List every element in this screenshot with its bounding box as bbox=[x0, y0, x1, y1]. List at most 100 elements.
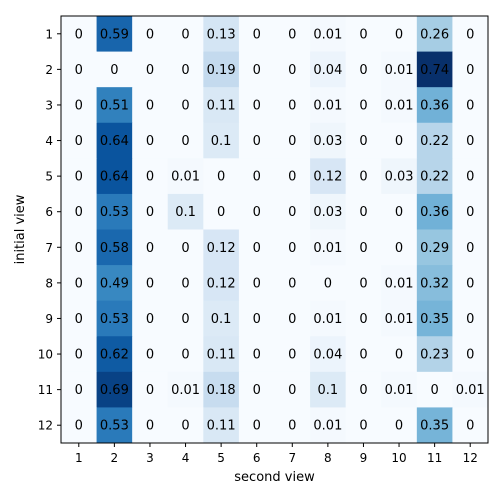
cell-value-label: 0 bbox=[146, 276, 154, 291]
cell-value-label: 0 bbox=[181, 312, 189, 327]
cell-value-label: 0.49 bbox=[100, 276, 129, 291]
cell-value-label: 0.11 bbox=[207, 98, 236, 113]
heatmap-cell bbox=[416, 16, 453, 53]
heatmap-cell bbox=[132, 87, 169, 124]
heatmap-cell bbox=[167, 193, 204, 230]
heatmap-cell bbox=[310, 122, 347, 159]
cell-value-label: 0 bbox=[466, 241, 474, 256]
cell-value-label: 0 bbox=[466, 348, 474, 363]
heatmap-cell bbox=[61, 158, 98, 195]
heatmap-cell bbox=[132, 336, 169, 373]
cell-value-label: 0.36 bbox=[420, 205, 449, 220]
cell-value-label: 0 bbox=[146, 205, 154, 220]
cell-value-label: 0 bbox=[146, 312, 154, 327]
heatmap-cell bbox=[132, 265, 169, 302]
heatmap-cell bbox=[238, 229, 275, 266]
cell-value-label: 0 bbox=[217, 170, 225, 185]
cell-value-label: 0 bbox=[466, 27, 474, 42]
heatmap-cell bbox=[274, 87, 311, 124]
cell-value-label: 0 bbox=[324, 276, 332, 291]
cell-value-label: 0.53 bbox=[100, 205, 129, 220]
heatmap-cell bbox=[203, 16, 240, 53]
cell-value-label: 0 bbox=[466, 276, 474, 291]
y-axis-label: initial view bbox=[13, 194, 28, 264]
cell-value-label: 0 bbox=[288, 134, 296, 149]
heatmap-cell bbox=[203, 158, 240, 195]
cell-value-label: 0 bbox=[75, 241, 83, 256]
heatmap-cell bbox=[132, 193, 169, 230]
heatmap-cell bbox=[203, 229, 240, 266]
cell-value-label: 0 bbox=[288, 170, 296, 185]
cell-value-label: 0 bbox=[253, 27, 261, 42]
heatmap-cell bbox=[203, 122, 240, 159]
heatmap-cell bbox=[203, 371, 240, 408]
cell-value-label: 0.64 bbox=[100, 134, 129, 149]
cell-value-label: 0.1 bbox=[211, 134, 232, 149]
heatmap-cell bbox=[167, 371, 204, 408]
heatmap-cell bbox=[345, 51, 382, 88]
cell-value-label: 0 bbox=[110, 63, 118, 78]
heatmap-cell bbox=[452, 122, 489, 159]
heatmap-cell bbox=[238, 300, 275, 337]
y-tick-label: 7 bbox=[45, 241, 53, 255]
heatmap-cell bbox=[274, 122, 311, 159]
cell-value-label: 0 bbox=[181, 348, 189, 363]
heatmap-cell bbox=[310, 51, 347, 88]
cell-value-label: 0 bbox=[181, 63, 189, 78]
heatmap-cell bbox=[132, 300, 169, 337]
heatmap-cell bbox=[274, 229, 311, 266]
heatmap-cell bbox=[452, 16, 489, 53]
cell-value-label: 0.22 bbox=[420, 170, 449, 185]
heatmap-cell bbox=[310, 16, 347, 53]
heatmap-cell bbox=[345, 265, 382, 302]
cell-value-label: 0.04 bbox=[313, 63, 342, 78]
heatmap-cell bbox=[274, 16, 311, 53]
heatmap-cell bbox=[310, 229, 347, 266]
cell-value-label: 0 bbox=[288, 383, 296, 398]
heatmap-cell bbox=[345, 407, 382, 444]
x-tick-label: 6 bbox=[253, 451, 261, 465]
cell-value-label: 0 bbox=[181, 276, 189, 291]
cell-value-label: 0.12 bbox=[313, 170, 342, 185]
heatmap-cell bbox=[274, 193, 311, 230]
x-tick-label: 5 bbox=[217, 451, 225, 465]
heatmap-cell bbox=[416, 158, 453, 195]
y-tick-label: 8 bbox=[45, 276, 53, 290]
cell-value-label: 0 bbox=[430, 383, 438, 398]
heatmap-cell bbox=[416, 87, 453, 124]
heatmap-cell bbox=[452, 87, 489, 124]
heatmap-cell bbox=[381, 407, 418, 444]
heatmap-cell bbox=[381, 336, 418, 373]
heatmap-cell bbox=[452, 300, 489, 337]
cell-value-label: 0.01 bbox=[313, 241, 342, 256]
cell-value-label: 0 bbox=[288, 276, 296, 291]
cell-value-label: 0.13 bbox=[207, 27, 236, 42]
cell-value-label: 0 bbox=[253, 205, 261, 220]
heatmap-cell bbox=[274, 158, 311, 195]
heatmap-cell bbox=[61, 229, 98, 266]
heatmap-cell bbox=[167, 265, 204, 302]
heatmap-cell bbox=[381, 265, 418, 302]
heatmap-cell bbox=[132, 122, 169, 159]
x-tick-label: 3 bbox=[146, 451, 154, 465]
heatmap-cell bbox=[416, 122, 453, 159]
heatmap-cell bbox=[452, 51, 489, 88]
heatmap-cell bbox=[452, 336, 489, 373]
x-tick-label: 12 bbox=[463, 451, 478, 465]
cell-value-label: 0 bbox=[146, 348, 154, 363]
cell-value-label: 0.1 bbox=[318, 383, 339, 398]
cell-value-label: 0.01 bbox=[313, 27, 342, 42]
cell-value-label: 0 bbox=[466, 205, 474, 220]
heatmap-cell bbox=[61, 16, 98, 53]
cell-value-label: 0.51 bbox=[100, 98, 129, 113]
heatmap-cell bbox=[61, 193, 98, 230]
heatmap-cell bbox=[238, 87, 275, 124]
cell-value-label: 0 bbox=[253, 170, 261, 185]
heatmap-cell bbox=[96, 336, 133, 373]
y-tick-label: 11 bbox=[38, 383, 53, 397]
cell-value-label: 0 bbox=[217, 205, 225, 220]
heatmap-cell bbox=[345, 87, 382, 124]
heatmap-cell bbox=[61, 407, 98, 444]
heatmap-cell bbox=[381, 87, 418, 124]
